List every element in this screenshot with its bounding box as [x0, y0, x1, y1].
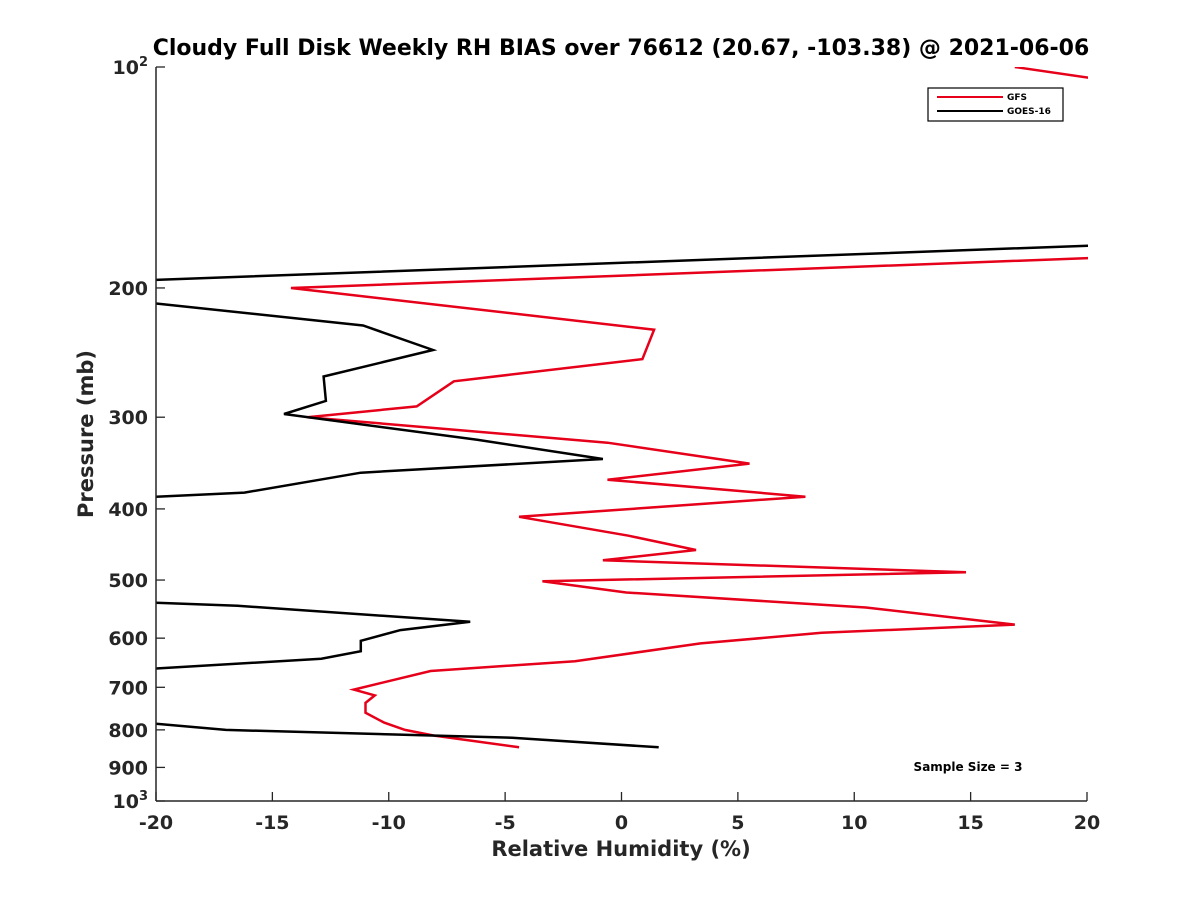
y-tick-label: 400	[108, 499, 148, 521]
y-tick-label: 600	[108, 628, 148, 650]
x-tick-label: 15	[957, 812, 983, 834]
y-tick-label: 300	[108, 407, 148, 429]
series-layer	[156, 67, 1088, 749]
x-tick-label: 20	[1074, 812, 1100, 834]
chart-title: Cloudy Full Disk Weekly RH BIAS over 766…	[153, 36, 1090, 61]
legend[interactable]: GFS GOES-16	[927, 87, 1064, 122]
x-tick-label: 0	[615, 812, 628, 834]
legend-box	[927, 87, 1064, 122]
y-tick-label: 200	[108, 278, 148, 300]
y-tick-label: 103	[113, 789, 149, 813]
y-tick-label: 700	[108, 677, 148, 699]
x-tick-label: 5	[731, 812, 744, 834]
x-axis-label: Relative Humidity (%)	[491, 837, 750, 861]
series-line-gfs	[290, 67, 1088, 749]
series-line-goes16	[156, 244, 1088, 749]
x-ticks: -20 -15 -10 -5 0 5 10 15 20	[139, 792, 1100, 834]
legend-label-goes16: GOES-16	[1007, 107, 1051, 117]
sample-size-annotation: Sample Size = 3	[914, 760, 1023, 774]
y-ticks: 102 200 300 400 500 600 700 800 900 103	[108, 55, 165, 813]
x-tick-label: 10	[841, 812, 867, 834]
y-tick-label: 900	[108, 757, 148, 779]
y-tick-label: 500	[108, 570, 148, 592]
y-tick-label: 800	[108, 720, 148, 742]
x-tick-label: -15	[255, 812, 289, 834]
y-axis-label: Pressure (mb)	[74, 350, 98, 518]
x-tick-label: -10	[372, 812, 406, 834]
x-tick-label: -5	[495, 812, 516, 834]
y-tick-label: 102	[113, 55, 149, 79]
legend-label-gfs: GFS	[1007, 93, 1027, 103]
x-tick-label: -20	[139, 812, 173, 834]
